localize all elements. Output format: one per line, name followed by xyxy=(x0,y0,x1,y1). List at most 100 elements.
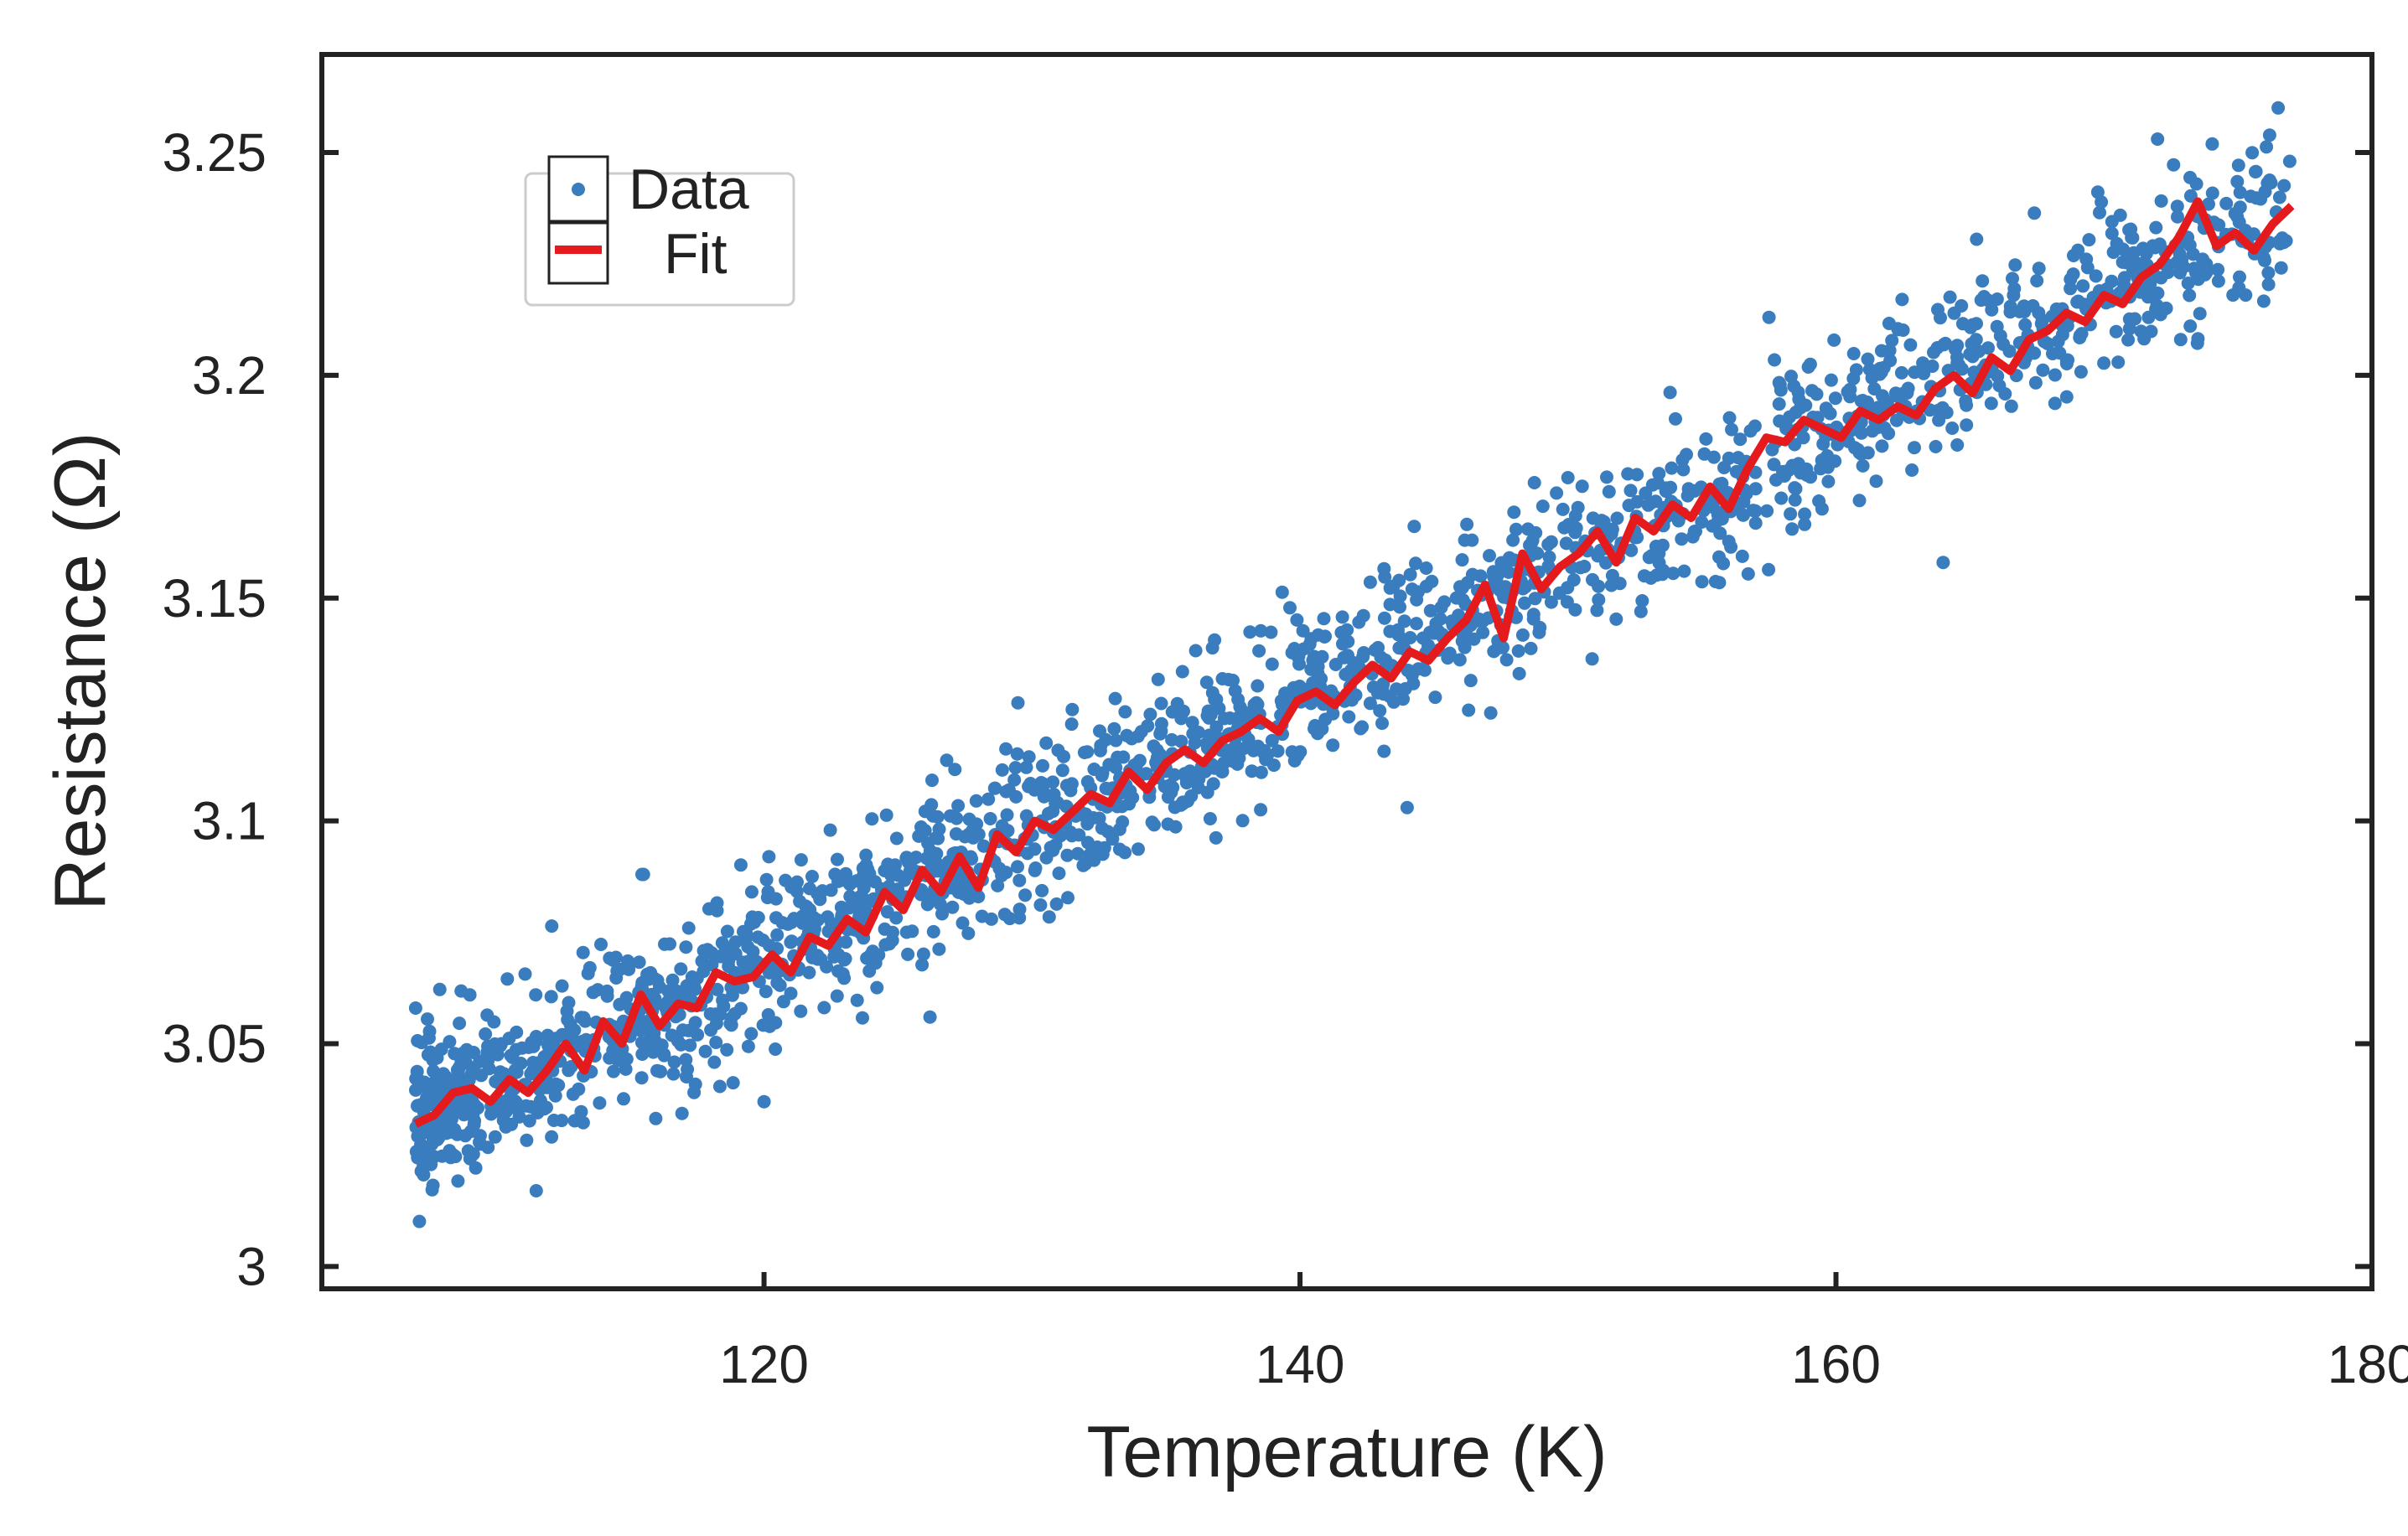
data-point xyxy=(1712,550,1726,564)
data-point xyxy=(1206,777,1220,791)
data-point xyxy=(976,839,991,853)
data-point xyxy=(1735,549,1749,563)
data-point xyxy=(1527,476,1541,489)
data-point xyxy=(1116,750,1131,764)
data-point xyxy=(770,928,785,942)
y-tick-label: 3.2 xyxy=(192,345,267,406)
data-point xyxy=(1623,484,1638,498)
data-point xyxy=(427,1064,441,1078)
data-point xyxy=(473,1129,487,1143)
data-point xyxy=(1699,432,1713,446)
data-point xyxy=(1772,397,1786,411)
data-point xyxy=(762,850,776,864)
data-point xyxy=(2151,286,2165,300)
data-point xyxy=(665,1028,679,1042)
data-point xyxy=(1798,517,1812,531)
data-point xyxy=(688,1016,702,1030)
data-point xyxy=(1154,696,1168,711)
data-point xyxy=(679,940,693,954)
data-point xyxy=(1689,525,1702,539)
data-point xyxy=(1725,422,1738,437)
data-point xyxy=(1843,382,1857,396)
data-point xyxy=(1760,504,1774,518)
data-point xyxy=(1681,482,1696,496)
data-point xyxy=(1306,654,1320,667)
data-point xyxy=(1970,232,1984,246)
data-point xyxy=(1937,338,1951,352)
data-point xyxy=(1815,502,1829,516)
data-point xyxy=(463,988,477,1002)
data-point xyxy=(593,1096,607,1110)
data-point xyxy=(1499,653,1514,667)
data-point xyxy=(1061,891,1075,905)
data-point xyxy=(1925,359,1939,373)
data-point xyxy=(1509,522,1523,536)
data-point xyxy=(1511,644,1525,658)
data-point xyxy=(1052,866,1066,881)
data-point xyxy=(1599,556,1613,570)
data-point xyxy=(1243,625,1257,639)
data-point xyxy=(567,1023,582,1037)
data-point xyxy=(634,1036,649,1050)
data-point xyxy=(1393,600,1406,614)
data-point xyxy=(1095,766,1110,780)
data-point xyxy=(468,1114,482,1128)
data-point xyxy=(446,1148,460,1162)
data-point xyxy=(672,989,686,1003)
data-point xyxy=(883,937,896,951)
data-point xyxy=(803,902,817,917)
data-point xyxy=(1518,596,1531,610)
data-point xyxy=(916,947,930,961)
data-point xyxy=(603,1051,617,1065)
data-point xyxy=(2171,209,2184,224)
data-point xyxy=(2036,363,2050,377)
data-point xyxy=(1927,345,1940,359)
data-point xyxy=(1821,474,1836,489)
data-point xyxy=(2261,277,2276,292)
data-point xyxy=(1010,747,1024,761)
data-point xyxy=(2109,324,2123,339)
data-point xyxy=(583,960,597,975)
data-point xyxy=(2261,266,2276,280)
legend-data-marker xyxy=(572,183,585,196)
data-point xyxy=(1246,743,1261,758)
data-point xyxy=(857,881,871,895)
data-point xyxy=(465,1066,479,1080)
data-point xyxy=(1278,686,1292,701)
data-point xyxy=(2034,317,2048,331)
data-point xyxy=(2071,243,2085,257)
data-point xyxy=(796,915,810,928)
data-point xyxy=(555,1114,569,1128)
data-point xyxy=(1403,631,1417,644)
data-point xyxy=(879,808,893,822)
data-point xyxy=(901,947,915,961)
data-point xyxy=(1106,832,1120,846)
data-point xyxy=(860,951,874,965)
data-point xyxy=(909,851,923,865)
data-point xyxy=(2282,154,2297,168)
data-point xyxy=(1566,573,1581,587)
data-point xyxy=(1460,517,1474,531)
data-point xyxy=(1552,586,1566,600)
data-point xyxy=(1800,462,1814,476)
data-point xyxy=(1118,846,1132,860)
data-point xyxy=(2097,356,2111,370)
data-point xyxy=(1613,577,1627,591)
data-point xyxy=(918,824,932,838)
data-point xyxy=(2183,319,2198,334)
data-point xyxy=(1592,592,1606,607)
data-point xyxy=(741,1039,755,1053)
data-point xyxy=(1188,736,1202,750)
data-point xyxy=(574,1011,588,1025)
data-point xyxy=(1748,419,1762,433)
data-point xyxy=(494,1038,508,1052)
data-point xyxy=(529,1184,543,1197)
data-point xyxy=(412,1214,427,1228)
data-point xyxy=(1416,631,1430,645)
data-point xyxy=(1400,800,1414,815)
data-point xyxy=(1630,468,1644,482)
data-point xyxy=(1037,789,1051,804)
data-point xyxy=(1352,615,1366,629)
data-point xyxy=(1203,812,1217,825)
data-point xyxy=(1095,847,1110,861)
